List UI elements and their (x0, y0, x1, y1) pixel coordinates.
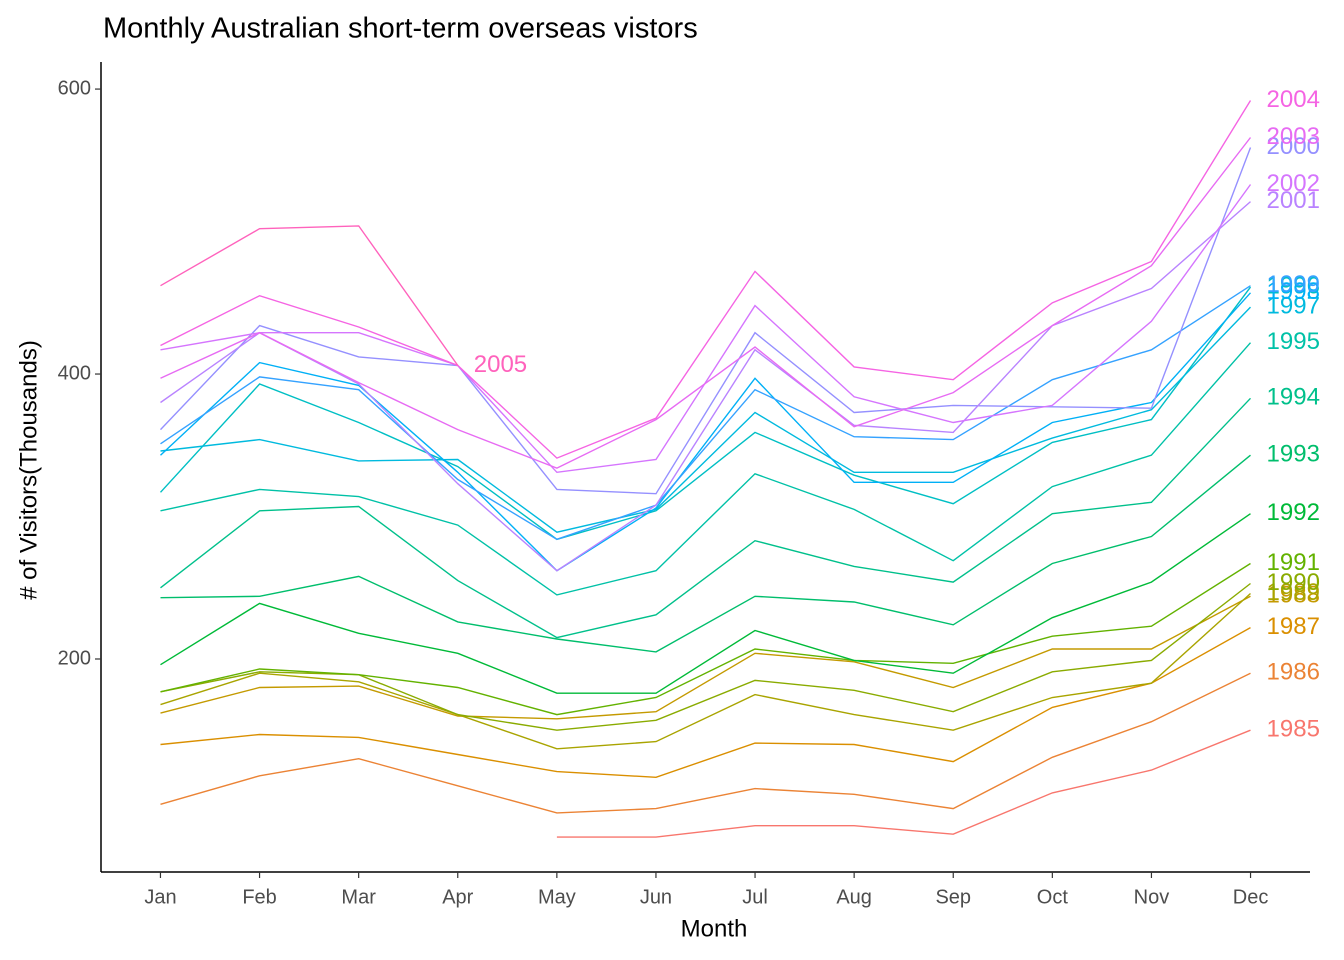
series-line (556, 729, 1251, 838)
x-tick-label: Jun (640, 886, 672, 908)
series-line (160, 285, 1251, 541)
series-line (160, 513, 1251, 694)
series-label: 1999 (1267, 271, 1320, 298)
x-tick-label: Mar (341, 886, 376, 908)
series-label: 1996 (1267, 272, 1320, 299)
series-line (160, 184, 1252, 474)
x-tick-label: Feb (242, 886, 276, 908)
series-line (160, 100, 1252, 459)
x-tick-label: May (538, 886, 576, 908)
series-label: 2001 (1267, 187, 1320, 214)
series-label: 2003 (1267, 123, 1320, 150)
series-line (160, 306, 1252, 533)
series-label: 1995 (1267, 328, 1320, 355)
series-label: 1992 (1267, 499, 1320, 526)
chart-title: Monthly Australian short-term overseas v… (103, 13, 698, 45)
series-line (160, 672, 1251, 814)
x-tick-label: Apr (442, 886, 473, 908)
x-axis-title: Month (681, 915, 748, 942)
x-tick-label: Oct (1037, 886, 1069, 908)
series-line (160, 592, 1251, 750)
x-tick-label: Aug (836, 886, 872, 908)
series-line (160, 292, 1252, 572)
x-tick-label: Sep (935, 886, 971, 908)
x-tick-label: Dec (1233, 886, 1269, 908)
series-label: 2002 (1267, 170, 1320, 197)
series-label: 1990 (1267, 569, 1320, 596)
y-tick-label: 400 (58, 362, 91, 384)
series-label: 2004 (1267, 86, 1320, 113)
series-line (160, 626, 1251, 779)
y-tick-label: 600 (58, 77, 91, 99)
series-line (160, 137, 1252, 469)
series-label: 2005 (474, 351, 527, 378)
series-line (160, 342, 1252, 596)
series-line (160, 397, 1252, 639)
series-line (159, 286, 1252, 541)
y-tick-label: 200 (58, 647, 91, 669)
series-line (159, 147, 1252, 495)
series-line (160, 201, 1251, 572)
series-label: 1991 (1267, 549, 1320, 576)
series-label: 2000 (1267, 133, 1320, 160)
series-label: 1988 (1267, 582, 1320, 609)
x-tick-label: Nov (1134, 886, 1170, 908)
series-line (160, 454, 1251, 653)
series-line (160, 225, 459, 366)
series-line (160, 595, 1251, 720)
series-label: 1997 (1267, 292, 1320, 319)
x-tick-label: Jul (742, 886, 768, 908)
series-label: 1986 (1267, 659, 1320, 686)
y-axis-title: # of Visitors(Thousands) (15, 340, 42, 600)
series-label: 1985 (1267, 716, 1320, 743)
series-label: 1989 (1267, 579, 1320, 606)
series-label: 1994 (1267, 384, 1320, 411)
series-label: 1993 (1267, 441, 1320, 468)
series-line (160, 562, 1251, 716)
x-tick-label: Jan (144, 886, 176, 908)
series-label: 1987 (1267, 613, 1320, 640)
series-label: 1998 (1267, 278, 1320, 305)
